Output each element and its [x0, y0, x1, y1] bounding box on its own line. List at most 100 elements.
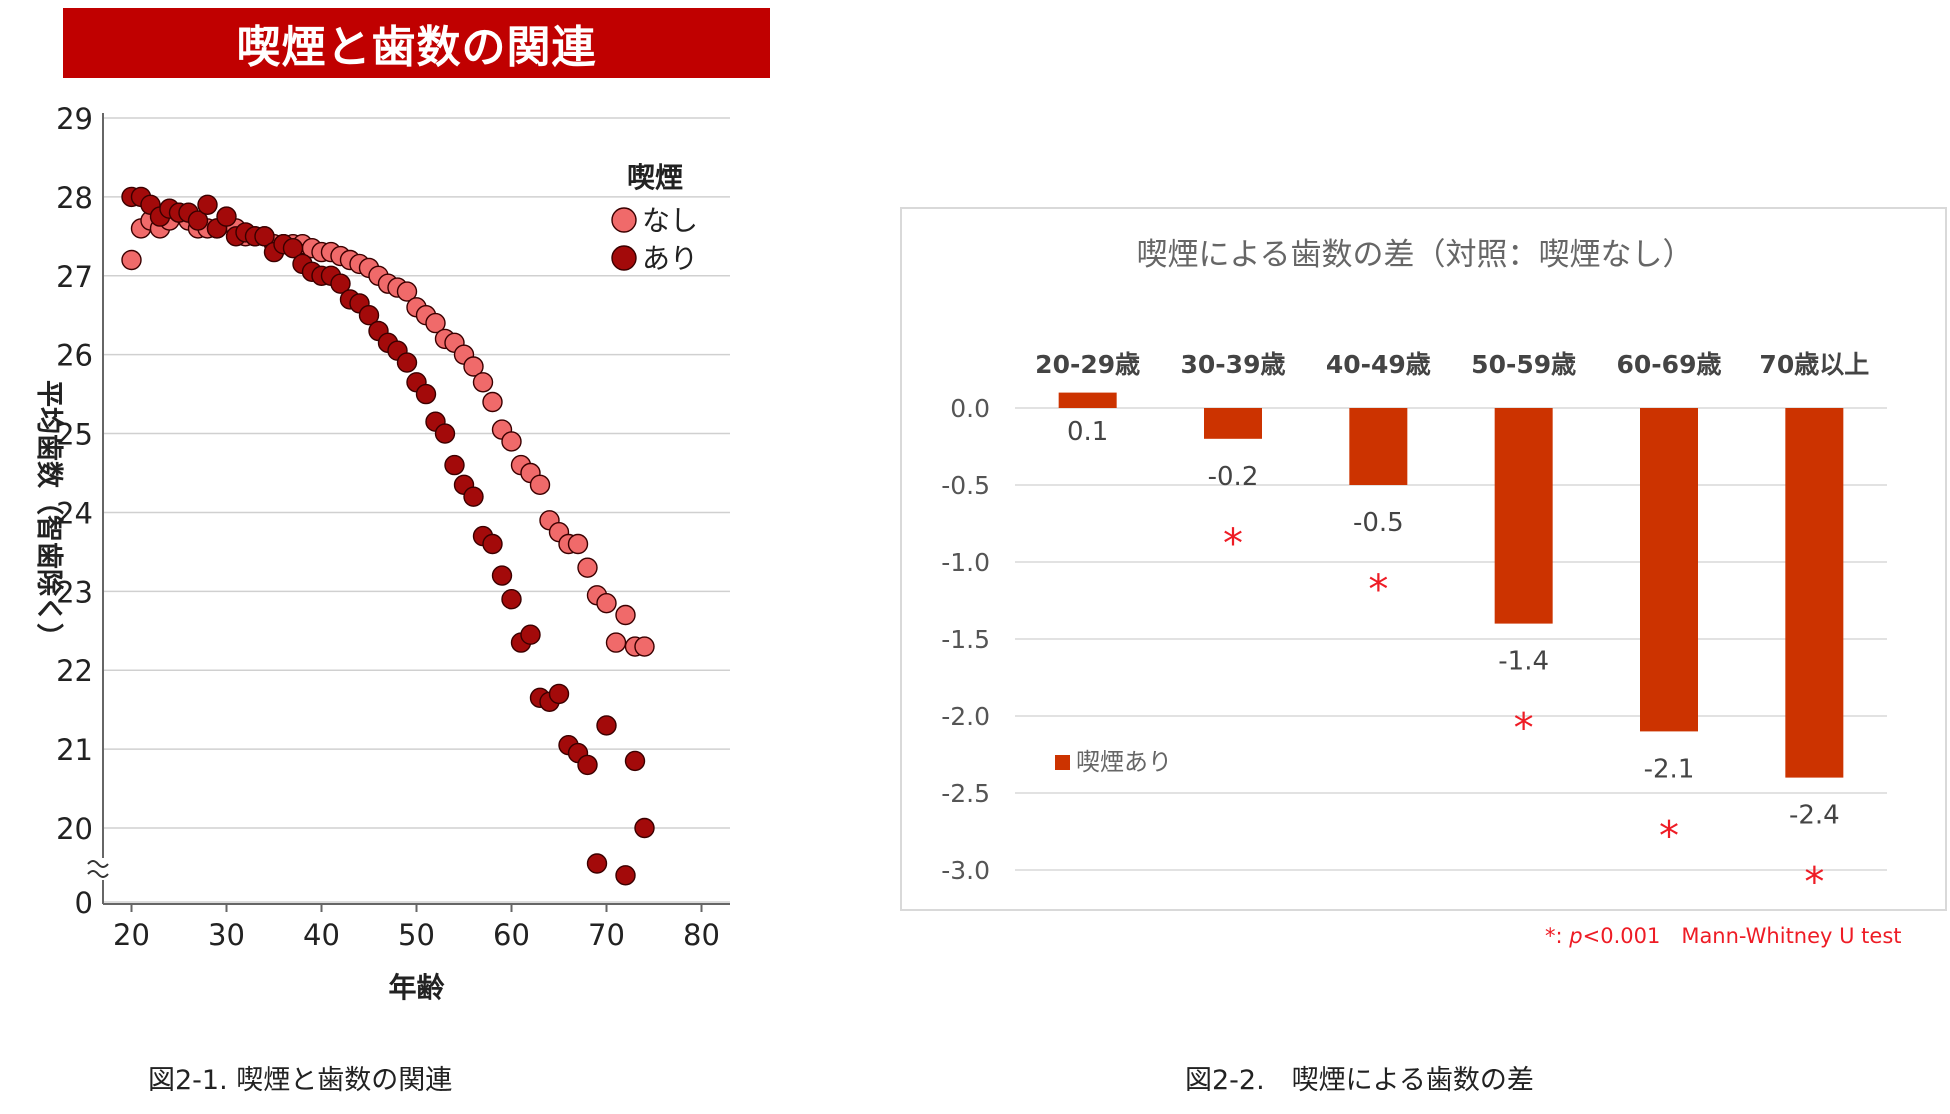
point-nashi	[634, 636, 655, 657]
footnote: *: p<0.001 Mann-Whitney U test	[1545, 920, 1902, 950]
x-tick-label: 40	[303, 918, 340, 952]
y-tick-label: 0	[75, 886, 93, 920]
category-label: 50-59歳	[1471, 350, 1576, 379]
y-tick-label: 23	[56, 575, 93, 609]
point-ari	[187, 210, 209, 231]
legend-label-nashi: なし	[642, 204, 698, 237]
point-ari	[216, 206, 237, 227]
bar	[1640, 408, 1698, 732]
point-nashi	[463, 356, 484, 377]
x-tick-label: 30	[208, 918, 245, 952]
y-tick-label: 20	[56, 812, 93, 846]
point-ari	[444, 454, 465, 476]
point-ari	[615, 865, 636, 886]
x-tick-label: 80	[683, 918, 720, 952]
point-nashi	[501, 431, 522, 452]
point-ari	[254, 226, 275, 247]
bar	[1349, 408, 1408, 485]
point-nashi	[577, 557, 598, 578]
caption-left: 図2-1. 喫煙と歯数の関連	[148, 1065, 453, 1096]
bar-chart-title: 喫煙による歯数の差（対照：喫煙なし）	[1136, 237, 1693, 273]
point-ari	[358, 305, 380, 326]
category-label: 40-49歳	[1326, 350, 1431, 379]
bar-value-label: -1.4	[1498, 647, 1549, 677]
y-tick-label: 26	[56, 339, 93, 373]
bar	[1785, 408, 1844, 778]
bar-chart: 喫煙による歯数の差（対照：喫煙なし） 0.0 -0.5 -1.0 -1.5 -2.0 -2.…	[941, 237, 1887, 906]
point-nashi	[615, 604, 636, 626]
x-tick-label: 50	[398, 918, 435, 952]
significance-star: *	[1514, 706, 1534, 752]
x-tick-label: 70	[588, 918, 625, 952]
point-ari	[586, 853, 608, 874]
y-tick-label: -2.0	[941, 702, 990, 731]
y-tick-label: 24	[56, 496, 93, 530]
y-tick-label: 25	[56, 418, 93, 452]
point-ari	[396, 352, 418, 373]
point-nashi	[596, 592, 617, 614]
legend-label: 喫煙あり	[1076, 748, 1172, 776]
footnote-p: p	[1569, 924, 1583, 948]
point-ari	[482, 533, 503, 555]
category-label: 20-29歳	[1035, 350, 1140, 379]
point-nashi	[121, 249, 142, 271]
category-label: 70歳以上	[1759, 350, 1869, 379]
x-tick-label: 20	[113, 918, 150, 952]
point-ari	[596, 715, 617, 736]
point-ari	[491, 565, 513, 586]
point-nashi	[605, 632, 627, 653]
bar-value-label: -0.5	[1353, 508, 1404, 538]
y-tick-label: 29	[56, 102, 93, 136]
point-ari	[520, 624, 541, 645]
significance-star: *	[1368, 567, 1388, 613]
banner-title: 喫煙と歯数の関連	[63, 8, 770, 78]
significance-star: *	[1223, 521, 1243, 567]
point-nashi	[482, 391, 503, 413]
y-axis-title: 平均歯数（智歯除く）	[33, 380, 65, 650]
point-ari	[282, 237, 304, 259]
footnote-rest: <0.001 Mann-Whitney U test	[1582, 924, 1902, 948]
point-ari	[577, 754, 598, 776]
point-ari	[634, 817, 655, 839]
point-nashi	[425, 312, 446, 334]
point-ari	[415, 383, 437, 405]
y-tick-label: 22	[56, 654, 93, 688]
legend-marker-ari	[611, 245, 637, 271]
y-tick-label: -1.5	[941, 625, 990, 654]
point-ari	[463, 486, 484, 507]
y-tick-label: 21	[56, 733, 93, 767]
bar-value-label: -2.1	[1644, 754, 1695, 784]
y-tick-label: -2.5	[941, 779, 990, 808]
point-nashi	[567, 533, 589, 555]
scatter-chart: 29 28 27 26 25 24 23 22 21 20 0 20 30 40 50 60 70 80 年齢 平均歯…	[33, 102, 730, 1004]
legend-label-ari: あり	[642, 242, 698, 275]
point-ari	[434, 423, 456, 444]
y-tick-label: 27	[56, 260, 93, 294]
bar-value-label: -2.4	[1789, 801, 1840, 831]
significance-star: *	[1804, 860, 1824, 906]
footnote-star: *:	[1545, 924, 1570, 948]
point-ari	[197, 194, 218, 215]
category-label: 60-69歳	[1617, 350, 1722, 379]
y-tick-label: -0.5	[941, 471, 990, 500]
bar-value-label: -0.2	[1208, 462, 1259, 492]
y-tick-label: 0.0	[950, 394, 990, 423]
bar	[1204, 408, 1262, 439]
point-ari	[624, 750, 646, 772]
point-ari	[548, 683, 570, 705]
caption-right: 図2-2. 喫煙による歯数の差	[1185, 1065, 1534, 1096]
bar-value-label: 0.1	[1067, 417, 1108, 447]
point-ari	[330, 273, 351, 294]
point-nashi	[472, 372, 494, 393]
point-nashi	[396, 281, 418, 302]
y-tick-label: 28	[56, 181, 93, 215]
legend-swatch	[1055, 755, 1070, 770]
legend-marker-nashi	[611, 207, 637, 233]
x-tick-label: 60	[493, 918, 530, 952]
y-tick-label: -1.0	[941, 548, 990, 577]
significance-star: *	[1659, 813, 1679, 859]
point-nashi	[529, 474, 551, 496]
bar	[1058, 392, 1117, 408]
y-tick-label: -3.0	[941, 856, 990, 885]
axis-break-icon	[87, 860, 109, 878]
